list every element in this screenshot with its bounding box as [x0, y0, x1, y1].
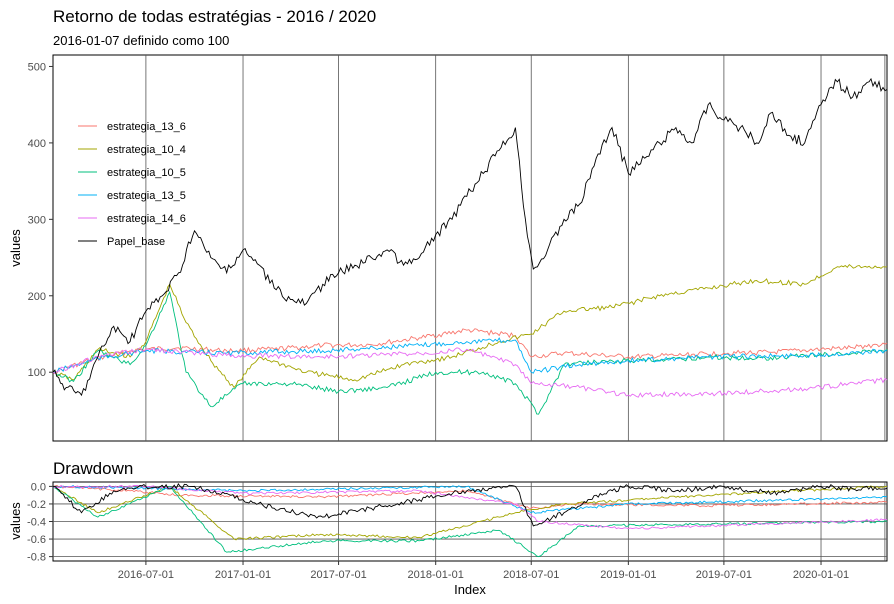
drawdown-line-estrategia_13_6	[52, 484, 888, 510]
xtick-label-3: 2018-01-01	[408, 569, 464, 581]
xtick-label-2: 2017-07-01	[310, 569, 366, 581]
main-ytick-label-3: 400	[28, 138, 46, 150]
x-axis-title: Index	[454, 582, 486, 597]
series-line-Papel_base	[52, 77, 888, 397]
series-line-estrategia_10_5	[52, 290, 888, 415]
main-ytick-label-2: 300	[28, 214, 46, 226]
main-y-axis-title: values	[8, 229, 23, 267]
legend-label-estrategia_10_4: estrategia_10_4	[107, 144, 186, 156]
series-line-estrategia_14_6	[52, 347, 888, 398]
xtick-label-1: 2017-01-01	[215, 569, 271, 581]
xtick-label-5: 2019-01-01	[600, 569, 656, 581]
main-ytick-label-1: 200	[28, 291, 46, 303]
drawdown-ytick-label-1: -0.2	[27, 499, 46, 511]
series-line-estrategia_13_6	[52, 328, 888, 374]
drawdown-line-Papel_base	[52, 483, 888, 527]
chart-subtitle: 2016-01-07 definido como 100	[53, 33, 229, 48]
drawdown-title: Drawdown	[53, 459, 133, 478]
drawdown-ytick-label-0: 0.0	[31, 481, 46, 493]
legend: estrategia_13_6 estrategia_10_4 estrategia…	[78, 121, 186, 248]
drawdown-line-estrategia_14_6	[52, 484, 888, 530]
legend-label-estrategia_13_6: estrategia_13_6	[107, 121, 186, 133]
xtick-label-6: 2019-07-01	[696, 569, 752, 581]
xtick-label-7: 2020-01-01	[793, 569, 849, 581]
drawdown-ytick-label-2: -0.4	[27, 517, 46, 529]
legend-label-Papel_base: Papel_base	[107, 236, 165, 248]
legend-label-estrategia_13_5: estrategia_13_5	[107, 190, 186, 202]
drawdown-line-estrategia_10_4	[52, 485, 887, 541]
drawdown-ytick-label-3: -0.6	[27, 534, 46, 546]
xtick-label-0: 2016-07-01	[118, 569, 174, 581]
legend-label-estrategia_10_5: estrategia_10_5	[107, 167, 186, 179]
main-ytick-label-0: 100	[28, 367, 46, 379]
legend-label-estrategia_14_6: estrategia_14_6	[107, 213, 186, 225]
series-line-estrategia_10_4	[52, 263, 888, 389]
chart-title: Retorno de todas estratégias - 2016 / 20…	[53, 7, 376, 26]
drawdown-ytick-label-4: -0.8	[27, 552, 46, 564]
main-plot-panel	[52, 54, 888, 442]
series-line-estrategia_13_5	[52, 337, 888, 374]
drawdown-line-estrategia_13_5	[52, 485, 888, 514]
drawdown-y-axis-title: values	[8, 502, 23, 540]
main-ytick-label-4: 500	[28, 61, 46, 73]
xtick-label-4: 2018-07-01	[503, 569, 559, 581]
